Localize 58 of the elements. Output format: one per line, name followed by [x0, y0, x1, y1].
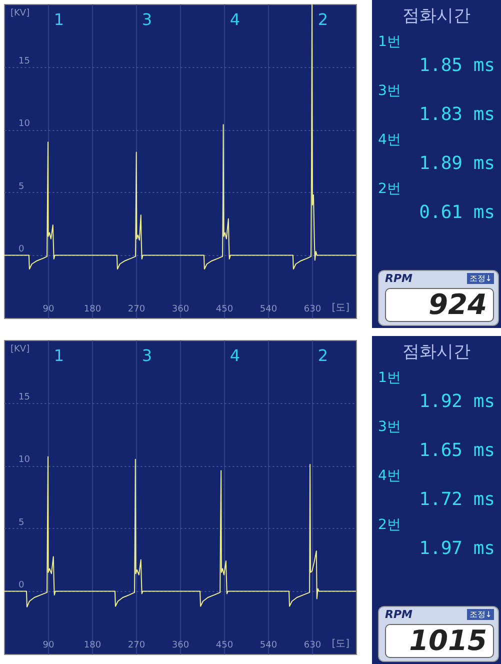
- text: 4번: [378, 467, 402, 485]
- x-axis-title: [도]: [332, 302, 350, 314]
- text: 1번: [378, 369, 402, 387]
- annotation: 3: [142, 346, 152, 365]
- x-tick-label: 180: [84, 640, 102, 650]
- x-axis-title: [도]: [332, 638, 350, 650]
- annotation: 2: [318, 346, 328, 365]
- text: 1.92 ms: [418, 391, 495, 412]
- text: 924: [385, 288, 494, 322]
- text: RPM: [385, 608, 412, 621]
- annotation: 4: [230, 346, 240, 365]
- annotation: 2: [318, 10, 328, 29]
- text: 조정↓: [467, 609, 494, 620]
- text: 1.83 ms: [418, 104, 495, 125]
- y-axis-title: [KV]: [10, 8, 30, 18]
- x-tick-label: 180: [84, 304, 102, 314]
- text: 1.89 ms: [418, 153, 495, 174]
- annotation: 3: [142, 10, 152, 29]
- x-tick-label: 90: [42, 640, 54, 650]
- text: 점화시간: [402, 341, 472, 363]
- y-tick-label: 0: [18, 580, 24, 591]
- y-tick-label: 5: [18, 182, 24, 192]
- text: 조정↓: [467, 273, 494, 284]
- x-tick-label: 630: [304, 304, 322, 314]
- x-tick-label: 540: [260, 640, 278, 650]
- text: 1.97 ms: [418, 538, 495, 559]
- y-tick-label: 10: [18, 119, 30, 130]
- y-tick-label: 15: [18, 56, 30, 66]
- text: RPM: [385, 272, 412, 285]
- text: 점화시간: [402, 5, 472, 27]
- x-tick-label: 630: [304, 640, 322, 650]
- y-tick-label: 5: [18, 518, 24, 528]
- y-tick-label: 10: [18, 455, 30, 466]
- text: 2번: [378, 180, 402, 198]
- text: 1.72 ms: [418, 489, 495, 510]
- y-axis-title: [KV]: [10, 344, 30, 354]
- x-tick-label: 270: [128, 640, 146, 650]
- x-tick-label: 90: [42, 304, 54, 314]
- text: 3번: [378, 82, 402, 100]
- text: 3번: [378, 418, 402, 436]
- x-tick-label: 360: [172, 304, 190, 314]
- x-tick-label: 450: [216, 640, 234, 650]
- x-tick-label: 450: [216, 304, 234, 314]
- x-tick-label: 270: [128, 304, 146, 314]
- text: 1015: [385, 624, 494, 658]
- annotation: 4: [230, 10, 240, 29]
- y-tick-label: 0: [18, 244, 24, 255]
- y-tick-label: 15: [18, 392, 30, 402]
- annotation: 1: [54, 10, 64, 29]
- text: 1.65 ms: [418, 440, 495, 461]
- text: 1.85 ms: [418, 55, 495, 76]
- x-tick-label: 540: [260, 304, 278, 314]
- text: 1번: [378, 33, 402, 51]
- annotation: 1: [54, 346, 64, 365]
- x-tick-label: 360: [172, 640, 190, 650]
- text: 2번: [378, 516, 402, 534]
- text: 4번: [378, 131, 402, 149]
- text: 0.61 ms: [418, 202, 495, 223]
